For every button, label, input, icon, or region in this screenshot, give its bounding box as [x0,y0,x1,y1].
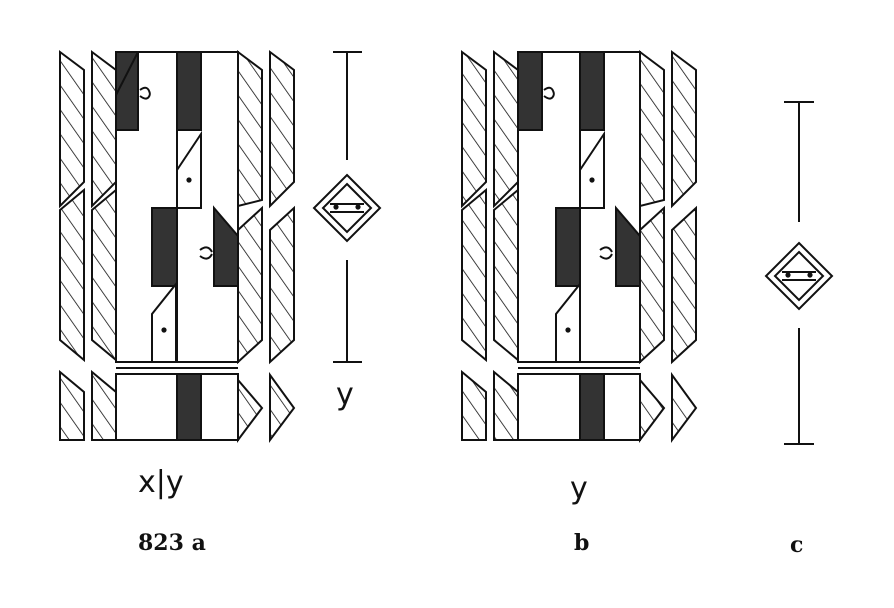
panel-a-left-border [59,50,117,441]
panel-b-right-border [639,50,698,443]
panel-a-right-border [237,50,296,443]
panel-a [59,50,382,443]
panel-a-scale-bar [312,51,382,363]
caption-b: b [574,530,590,556]
panel-b-bottom-label: y [570,471,588,506]
panel-b [461,50,698,443]
panel-b-body [517,51,641,441]
panel-a-body [115,51,239,441]
caption-c: c [790,532,804,558]
panel-c [764,101,834,445]
panel-b-left-border [461,50,519,441]
panel-a-scale-label: y [336,377,354,412]
panel-a-bottom-label: x|y [138,465,184,500]
caption-a: 823 a [138,530,206,556]
